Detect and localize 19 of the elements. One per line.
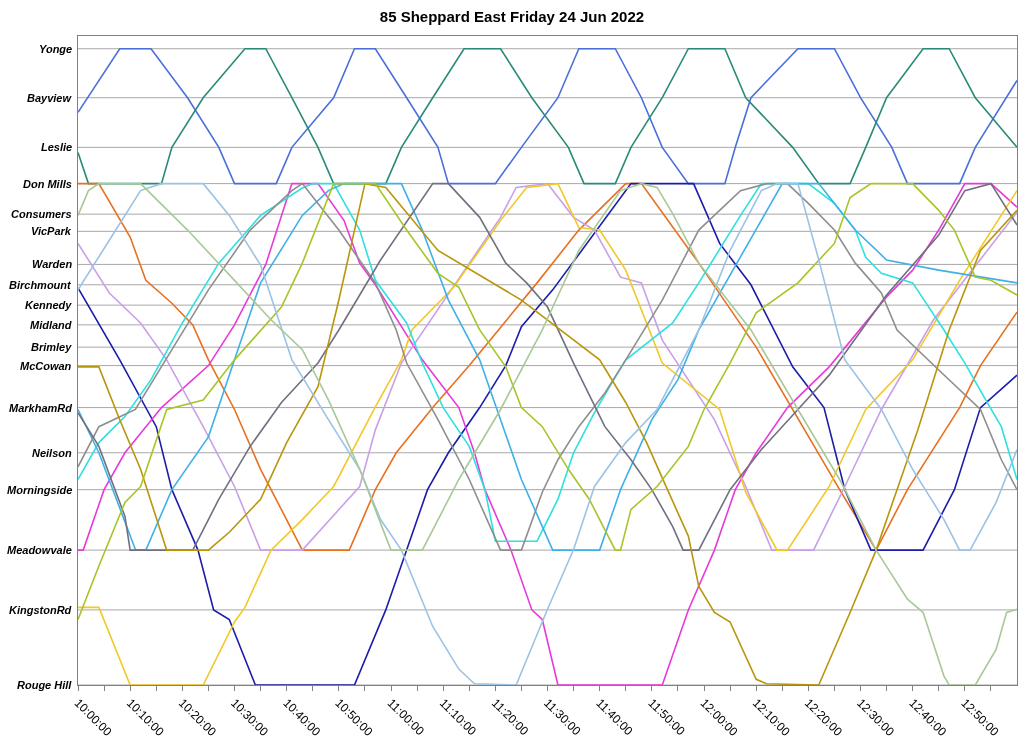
chart-title: 85 Sheppard East Friday 24 Jun 2022 (379, 7, 645, 25)
ref-line-label: Midland (30, 319, 72, 331)
ref-line-label: Brimley (31, 341, 73, 353)
ref-line-label: Bayview (27, 92, 73, 104)
ref-line-label: Morningside (7, 484, 73, 496)
ref-line-label: Birchmount (9, 279, 73, 291)
ref-line-label: Don Mills (23, 178, 72, 190)
ref-line-label: MarkhamRd (9, 402, 73, 414)
ref-line-label: Consumers (11, 208, 72, 220)
ref-line-label: KingstonRd (9, 604, 72, 616)
ref-line-label: Rouge Hill (17, 679, 73, 691)
ref-line-label: Kennedy (25, 299, 73, 311)
ref-line-label: Leslie (41, 141, 73, 153)
ref-line-label: VicPark (31, 225, 72, 237)
ref-line-label: Warden (32, 258, 73, 270)
ref-line-label: Meadowvale (7, 544, 72, 556)
ref-line-label: Yonge (39, 43, 73, 55)
ref-line-label: Neilson (32, 447, 73, 459)
ref-line-label: McCowan (20, 360, 72, 372)
